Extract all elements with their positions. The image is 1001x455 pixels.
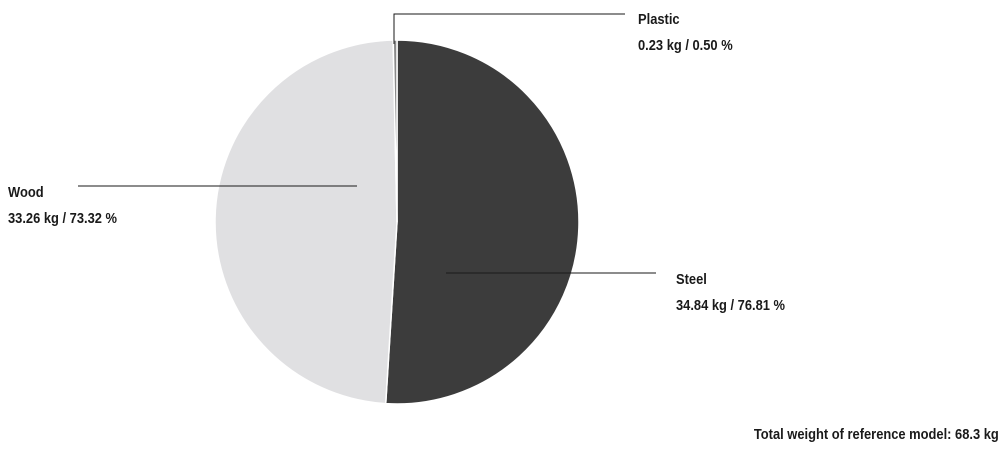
slice-label-plastic-detail: 0.23 kg / 0.50 % bbox=[638, 37, 733, 54]
slice-label-wood-detail: 33.26 kg / 73.32 % bbox=[8, 210, 118, 227]
slice-label-wood-name: Wood bbox=[8, 184, 44, 201]
slice-label-steel: Steel 34.84 kg / 76.81 % bbox=[676, 267, 785, 319]
pie-slice-steel bbox=[384, 39, 580, 405]
slice-label-wood: Wood 33.26 kg / 73.32 % bbox=[8, 180, 117, 232]
slice-label-steel-detail: 34.84 kg / 76.81 % bbox=[676, 297, 786, 314]
slice-label-plastic: Plastic 0.23 kg / 0.50 % bbox=[638, 7, 733, 59]
pie-slice-wood bbox=[214, 39, 398, 405]
slice-label-steel-name: Steel bbox=[676, 271, 707, 288]
leader-line-plastic bbox=[393, 13, 625, 44]
slice-label-plastic-name: Plastic bbox=[638, 11, 680, 28]
pie-slice-plastic bbox=[392, 39, 398, 223]
total-weight-note: Total weight of reference model: 68.3 kg bbox=[754, 426, 999, 443]
